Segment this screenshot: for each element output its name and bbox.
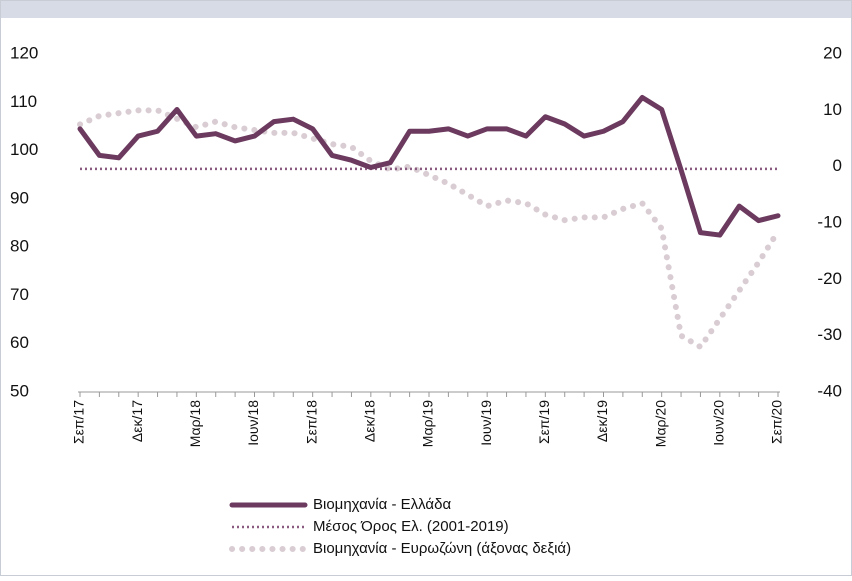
y2-tick-label: -10 (817, 212, 842, 231)
legend-label: Βιομηχανία - Ελλάδα (313, 496, 451, 513)
x-tick-label: Ιουν/20 (711, 400, 727, 446)
x-tick-label: Δεκ/17 (129, 400, 145, 442)
x-tick-label: Σεπ/18 (303, 400, 319, 444)
x-tick-label: Μαρ/18 (187, 400, 203, 447)
y2-tick-label: 10 (823, 100, 842, 119)
x-tick-label: Ιουν/18 (245, 400, 261, 446)
line-series (77, 94, 781, 238)
y-tick-label: 100 (10, 140, 38, 159)
x-tick-label: Σεπ/17 (71, 400, 87, 444)
x-tick-label: Δεκ/18 (362, 400, 378, 442)
x-tick-label: Δεκ/19 (594, 400, 610, 442)
top-band (0, 0, 852, 18)
y-tick-label: 70 (10, 285, 29, 304)
x-tick-label: Σεπ/20 (769, 400, 785, 444)
line-series (77, 107, 781, 350)
x-tick-label: Σεπ/19 (536, 400, 552, 444)
y-tick-label: 60 (10, 333, 29, 352)
y2-tick-label: 0 (833, 156, 842, 175)
y-tick-label: 110 (10, 92, 37, 111)
y-tick-label: 80 (10, 237, 29, 256)
legend-label: Μέσος Όρος Ελ. (2001-2019) (313, 518, 509, 535)
legend-label: Βιομηχανία - Ευρωζώνη (άξονας δεξιά) (313, 540, 571, 557)
y-tick-label: 50 (10, 381, 29, 400)
y-tick-label: 90 (10, 188, 29, 207)
y2-tick-label: -20 (817, 269, 842, 288)
x-tick-label: Ιουν/19 (478, 400, 494, 446)
y-tick-label: 120 (10, 43, 38, 62)
y2-tick-label: -30 (817, 325, 842, 344)
x-tick-label: Μαρ/20 (652, 400, 668, 447)
y2-tick-label: 20 (823, 43, 842, 62)
y2-tick-label: -40 (817, 381, 842, 400)
x-tick-label: Μαρ/19 (420, 400, 436, 447)
